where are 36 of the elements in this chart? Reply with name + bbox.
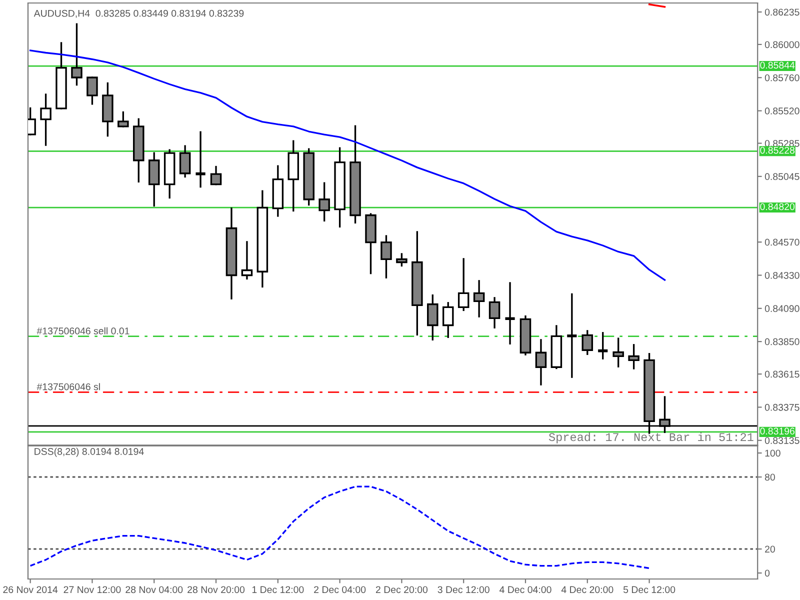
- x-tick-label: 2 Dec 20:00: [376, 586, 428, 594]
- x-tick-label: 27 Nov 12:00: [64, 586, 121, 594]
- y-tick-label: 0: [764, 570, 770, 577]
- y-tick-label: 0.85520: [764, 108, 800, 114]
- y-tick-label: 0.84570: [764, 238, 800, 246]
- x-tick-label: 1 Dec 12:00: [252, 586, 304, 594]
- y-tick-label: 0.84330: [764, 272, 800, 279]
- x-tick-label: 2 Dec 04:00: [314, 586, 366, 594]
- x-tick-label: 26 Nov 2014: [3, 586, 58, 594]
- y-tick-label: 80: [764, 474, 775, 481]
- text: AUDUSD,H4 0.83285 0.83449 0.83194 0.83239: [34, 10, 244, 18]
- ref-line-label: 0.84820: [760, 203, 795, 210]
- y-tick-label: 0.85045: [764, 173, 800, 180]
- ref-line-label: 0.83196: [760, 428, 795, 435]
- y-tick-label: 100: [765, 450, 780, 457]
- x-tick-label: 4 Dec 20:00: [561, 586, 614, 594]
- x-tick-label: 4 Dec 04:00: [500, 586, 552, 594]
- ref-line-label: 0.85844: [760, 62, 795, 69]
- y-tick-label: 0.83135: [764, 437, 800, 444]
- x-tick-label: 3 Dec 12:00: [438, 586, 490, 594]
- x-tick-label: 28 Nov 04:00: [126, 586, 183, 594]
- ref-line-label: 0.85228: [760, 146, 795, 154]
- y-tick-label: 0.85760: [764, 74, 800, 82]
- annotation: Spread: 17. Next Bar in 51:21: [548, 432, 754, 444]
- y-tick-label: 0.86235: [764, 8, 800, 16]
- y-tick-label: 0.83615: [764, 370, 800, 378]
- x-tick-label: 28 Nov 20:00: [188, 586, 245, 594]
- y-tick-label: 20: [765, 546, 775, 553]
- y-tick-label: 0.83375: [764, 404, 800, 411]
- ref-line-label: #137506046 sell 0.01: [36, 327, 130, 334]
- ref-line-label: #137506046 sl: [36, 383, 100, 390]
- y-tick-label: 0.84090: [764, 305, 800, 312]
- chart-title: DSS(8,28) 8.0194 8.0194: [34, 448, 144, 457]
- y-tick-label: 0.86000: [764, 41, 800, 48]
- x-tick-label: 5 Dec 12:00: [623, 586, 676, 594]
- y-tick-label: 0.83850: [764, 338, 800, 346]
